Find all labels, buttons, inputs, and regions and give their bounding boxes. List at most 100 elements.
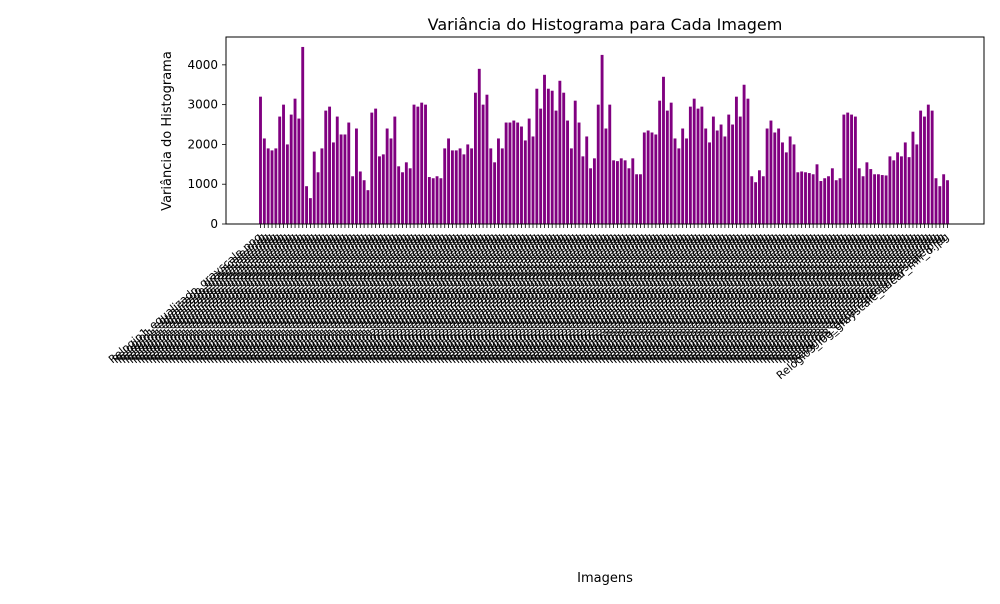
bar [830,168,834,224]
bar [600,54,604,225]
bar [497,138,500,224]
bar [946,180,949,224]
bar [592,158,596,224]
bar [738,116,742,224]
bar [796,172,800,224]
bar [378,156,381,224]
bar [669,102,673,224]
bar [942,174,946,224]
bar [788,136,792,224]
bar [604,128,608,224]
plot-frame [225,36,985,225]
bar [665,110,669,224]
bar [335,116,339,224]
bar [485,94,489,224]
bar [577,122,581,224]
bar [754,182,758,224]
bar [566,120,569,224]
bar [804,172,807,224]
bar [884,175,888,224]
bar [581,156,585,224]
bar [873,174,877,224]
bar [700,106,704,224]
bar [834,180,838,224]
bar [366,190,370,224]
bar [658,100,662,224]
bar [635,174,639,224]
bar [393,116,397,224]
bar [266,148,270,224]
bar [554,110,558,224]
bar [270,150,274,224]
bar [351,176,355,224]
bar [520,126,523,224]
bar [462,154,466,224]
bar [880,175,884,224]
bar [285,144,289,224]
bar [450,150,454,224]
bar [339,134,343,224]
bar [381,154,385,224]
bar [508,122,512,224]
bar [466,144,470,224]
bar [781,142,784,224]
bar [308,198,312,224]
bar [784,152,788,224]
bar [646,130,650,224]
bar [435,176,439,224]
bar [861,176,865,224]
bar [558,80,562,225]
bar [416,106,420,224]
bar [516,122,520,224]
bar [612,160,616,224]
bar [328,106,332,224]
y-tick-label: 4000 [187,58,218,72]
bar [838,178,842,224]
bar [320,148,324,224]
bar [278,116,282,224]
bar [773,132,777,224]
bar [401,172,404,224]
bar [297,118,301,224]
bar [389,138,393,224]
bar [535,88,539,224]
x-axis-label: Imagens [577,571,633,586]
bar [827,176,830,224]
bar [923,116,926,224]
bar [443,148,447,224]
bar [734,96,738,224]
bar [347,122,351,224]
bar [355,128,358,224]
bar [769,120,773,224]
bar [262,138,266,224]
bar [865,162,869,224]
bar [362,180,366,224]
bar [727,114,731,224]
bar [704,128,708,224]
bar [869,169,873,224]
bar [819,181,823,224]
bar [708,142,711,224]
bar [439,178,443,224]
bar [900,156,903,224]
y-tick-label: 3000 [187,98,218,112]
bar [888,156,892,224]
bar [301,46,305,225]
bar [765,128,769,224]
bar [792,144,796,224]
bar [305,186,308,224]
bar [585,136,589,224]
bar [696,108,700,224]
bar [903,142,907,224]
bar [562,92,566,224]
bar [681,128,685,224]
bar [424,104,427,224]
bar [431,178,435,224]
bar [907,157,911,224]
bar [857,168,861,224]
bar [850,114,853,224]
bar [731,124,735,224]
y-tick-label: 1000 [187,177,218,191]
bar [811,174,815,224]
bar [539,108,543,224]
